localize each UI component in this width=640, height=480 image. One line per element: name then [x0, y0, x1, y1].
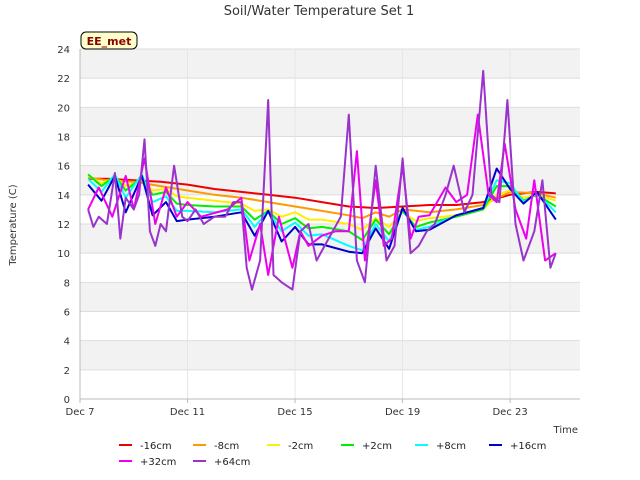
y-axis-title: Temperature (C): [8, 184, 19, 266]
y-tick-label: 20: [57, 103, 70, 114]
grid-band: [80, 282, 580, 312]
y-tick-label: 2: [64, 366, 70, 377]
legend-label: +16cm: [510, 441, 546, 452]
legend: -16cm -8cm -2cm +2cm +8cm +16cm +32cm +64cm: [119, 441, 546, 468]
y-tick-label: 8: [64, 278, 70, 289]
legend-label: +2cm: [362, 441, 392, 452]
y-tick-label: 14: [57, 191, 70, 202]
series-line-64cm: [87, 69, 557, 291]
y-tick-label: 18: [57, 133, 70, 144]
station-tag-box: [80, 31, 138, 50]
grid-band: [80, 49, 580, 79]
station-tag-label: EE_met: [87, 35, 132, 48]
station-tag: EE_met: [80, 31, 138, 50]
x-tick-label: Dec 7: [66, 407, 95, 418]
y-tick-label: 6: [64, 308, 70, 319]
series-line-16cm: [88, 177, 556, 209]
x-tick-label: Dec 11: [170, 407, 205, 418]
legend-label: +8cm: [436, 441, 466, 452]
grid-band: [80, 340, 580, 370]
y-tick-label: 0: [64, 395, 70, 406]
legend-label: -16cm: [140, 441, 172, 452]
y-tick-label: 10: [57, 249, 70, 260]
legend-label: +32cm: [140, 457, 176, 468]
grid-band: [80, 107, 580, 137]
y-tick-label: 16: [57, 162, 70, 173]
x-tick-label: Dec 19: [385, 407, 420, 418]
legend-label: -2cm: [288, 441, 313, 452]
series-line-8cm: [87, 176, 557, 220]
y-tick-label: 22: [57, 74, 70, 85]
series-line-32cm: [87, 113, 557, 276]
x-tick-label: Dec 23: [492, 407, 527, 418]
y-tick-label: 4: [64, 337, 70, 348]
x-tick-label: Dec 15: [277, 407, 312, 418]
y-tick-label: 24: [57, 45, 70, 56]
legend-label: +64cm: [214, 457, 250, 468]
x-axis-title: Time: [553, 425, 578, 436]
y-tick-label: 12: [57, 220, 70, 231]
series-layer: [87, 69, 557, 291]
legend-label: -8cm: [214, 441, 239, 452]
chart-title: Soil/Water Temperature Set 1: [224, 4, 415, 19]
